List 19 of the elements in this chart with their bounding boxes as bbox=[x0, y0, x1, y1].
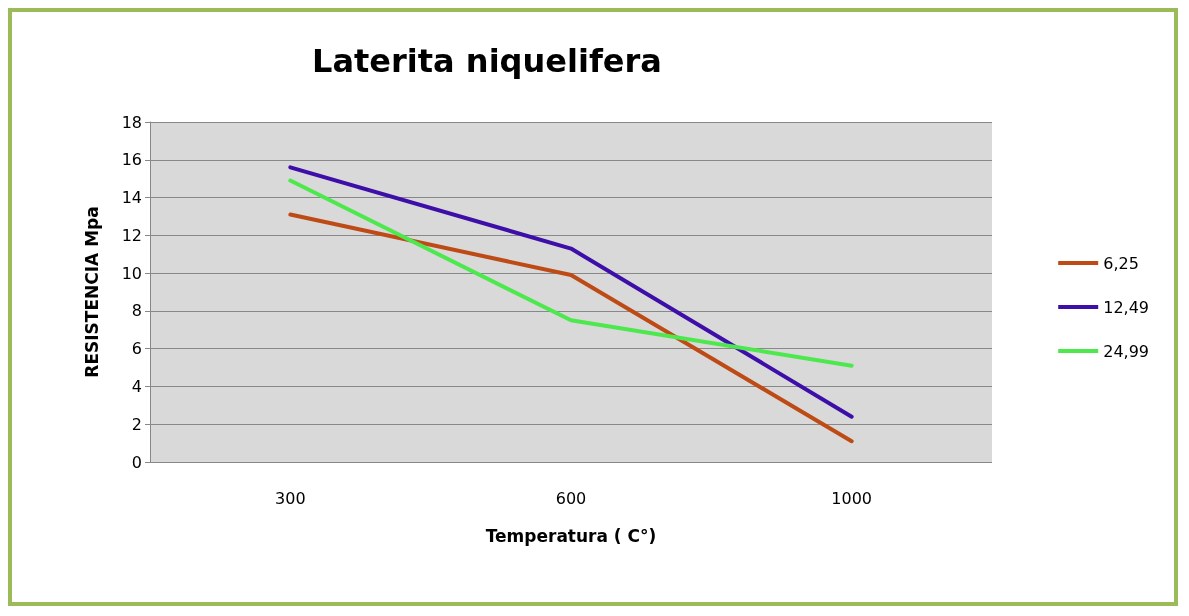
legend-label: 24,99 bbox=[1103, 341, 1150, 361]
y-tick-label: 6 bbox=[131, 339, 142, 359]
x-tick-label: 300 bbox=[275, 488, 306, 508]
x-tick-label: 1000 bbox=[831, 488, 873, 508]
y-tick-label: 16 bbox=[121, 150, 142, 170]
y-tick-label: 2 bbox=[131, 414, 142, 434]
legend-label: 6,25 bbox=[1103, 253, 1139, 273]
y-tick-label: 10 bbox=[121, 263, 142, 283]
y-tick-label: 8 bbox=[131, 301, 142, 321]
y-tick-label: 4 bbox=[131, 376, 142, 396]
x-tick-label: 600 bbox=[555, 488, 587, 508]
y-tick-label: 14 bbox=[121, 188, 142, 208]
legend-label: 12,49 bbox=[1103, 297, 1150, 317]
y-tick-label: 12 bbox=[121, 225, 142, 245]
y-tick-label: 18 bbox=[121, 112, 142, 132]
y-tick-label: 0 bbox=[131, 452, 142, 472]
y-axis-title: RESISTENCIA Mpa bbox=[81, 206, 102, 378]
chart-title: Laterita niquelifera bbox=[312, 42, 662, 80]
x-axis-title: Temperatura ( C°) bbox=[485, 525, 657, 546]
